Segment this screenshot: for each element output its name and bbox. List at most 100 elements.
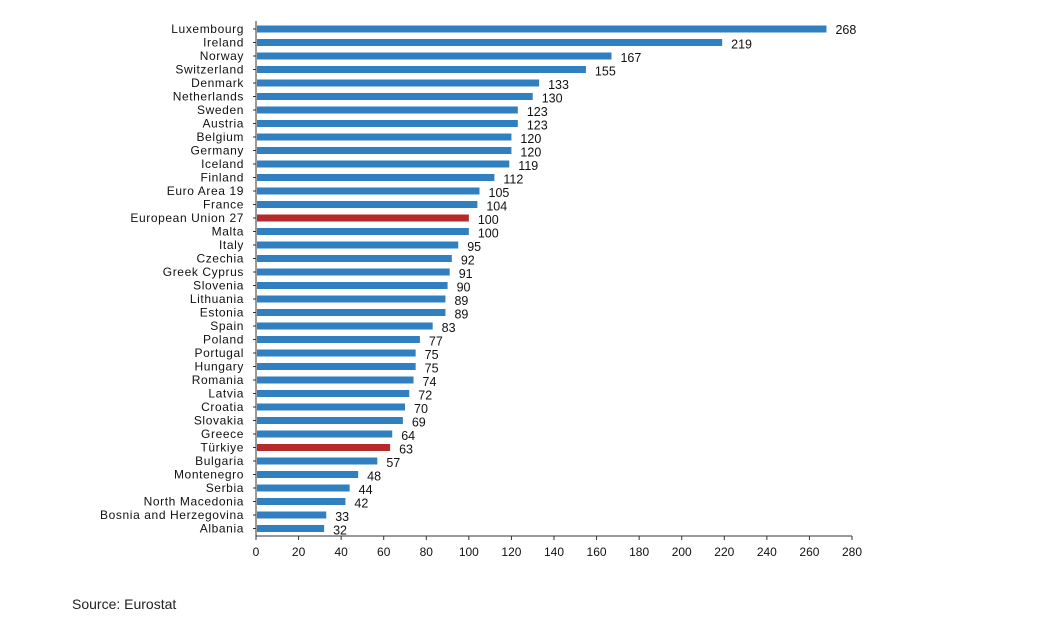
bar-montenegro [257,471,359,478]
x-tick-label: 200 [672,545,692,559]
value-label: 95 [467,240,481,254]
category-label: Ireland [203,36,244,50]
x-tick-label: 160 [587,545,607,559]
category-label: Denmark [191,76,244,90]
value-label: 64 [401,429,415,443]
bar-chart: Luxembourg 268 Ireland 219 Norway 167 Switzerl… [100,21,862,559]
category-label: Bulgaria [195,454,244,468]
value-label: 33 [335,510,349,524]
x-tick-label: 120 [501,545,521,559]
bar-european-union-27 [257,214,469,222]
value-label: 112 [503,173,523,187]
bar-austria [257,120,518,127]
bar-lithuania [257,295,446,303]
bar-netherlands [257,93,533,100]
bar-switzerland [257,66,586,73]
value-label: 44 [359,483,373,497]
value-label: 105 [489,186,510,200]
category-label: Latvia [208,387,244,401]
value-label: 119 [518,159,538,173]
category-label: Slovenia [193,279,244,293]
value-label: 92 [461,254,475,268]
category-label: Lithuania [190,292,244,306]
value-label: 268 [835,23,856,37]
x-tick-label: 180 [629,545,649,559]
category-label: Poland [203,333,244,347]
value-label: 75 [425,348,439,362]
x-tick-label: 240 [757,545,777,559]
x-tick-label: 100 [459,545,479,559]
bar-romania [257,376,414,384]
category-label: Norway [200,49,244,63]
bar-denmark [257,79,540,87]
category-label: Portugal [195,346,245,360]
bar-iceland [257,160,510,168]
axes-group [253,21,853,540]
bar-poland [257,336,420,343]
x-tick-label: 140 [544,545,564,559]
bar-luxembourg [257,25,827,33]
value-label: 91 [459,267,473,281]
value-label: 120 [520,132,541,146]
category-label: France [203,198,244,212]
category-label: Estonia [200,306,244,320]
value-label: 123 [527,119,548,133]
category-label: Malta [212,225,244,239]
bar-hungary [257,363,416,370]
bar-finland [257,174,495,181]
value-label: 75 [425,362,439,376]
bar-germany [257,147,512,154]
bar-malta [257,228,469,235]
value-label: 83 [442,321,456,335]
bar-czechia [257,255,452,262]
value-label: 89 [454,308,468,322]
category-label: Italy [219,238,244,252]
x-tick-label: 40 [334,545,348,559]
category-label: Hungary [194,360,244,374]
bar-greek-cyprus [257,268,450,276]
bar-slovenia [257,282,448,289]
category-label: Euro Area 19 [167,184,244,198]
bar-ireland [257,39,723,46]
x-tick-label: 80 [420,545,434,559]
bar-albania [257,525,325,532]
x-tick-label: 60 [377,545,391,559]
value-label: 77 [429,335,443,349]
value-label: 74 [423,375,437,389]
category-label: Germany [190,144,244,158]
value-label: 70 [414,402,428,416]
bar-greece [257,430,393,438]
value-label: 69 [412,416,426,430]
value-label: 219 [731,38,752,52]
bar-estonia [257,309,446,316]
category-label: Belgium [196,130,244,144]
value-label: 133 [548,78,569,92]
bar-t-rkiye [257,444,391,451]
category-label: Switzerland [175,63,244,77]
x-tick-label: 20 [292,545,306,559]
category-label: Iceland [201,157,244,171]
category-label: Slovakia [194,414,244,428]
bar-spain [257,322,433,330]
bar-italy [257,241,459,249]
value-label: 100 [478,227,499,241]
category-label: North Macedonia [144,495,244,509]
category-label: Spain [210,319,244,333]
category-label: Bosnia and Herzegovina [100,508,244,522]
value-label: 90 [457,281,471,295]
category-label: Romania [192,373,244,387]
category-label: Netherlands [173,90,244,104]
value-label: 48 [367,470,381,484]
bar-portugal [257,349,416,357]
bar-slovakia [257,417,403,424]
value-label: 155 [595,65,616,79]
category-label: Czechia [196,252,244,266]
x-tick-label: 280 [842,545,862,559]
category-label: Croatia [201,400,244,414]
value-label: 42 [354,497,368,511]
value-label: 120 [520,146,541,160]
bar-bosnia-and-herzegovina [257,511,327,519]
x-tick-label: 260 [799,545,819,559]
category-label: Sweden [197,103,244,117]
value-label: 63 [399,443,413,457]
